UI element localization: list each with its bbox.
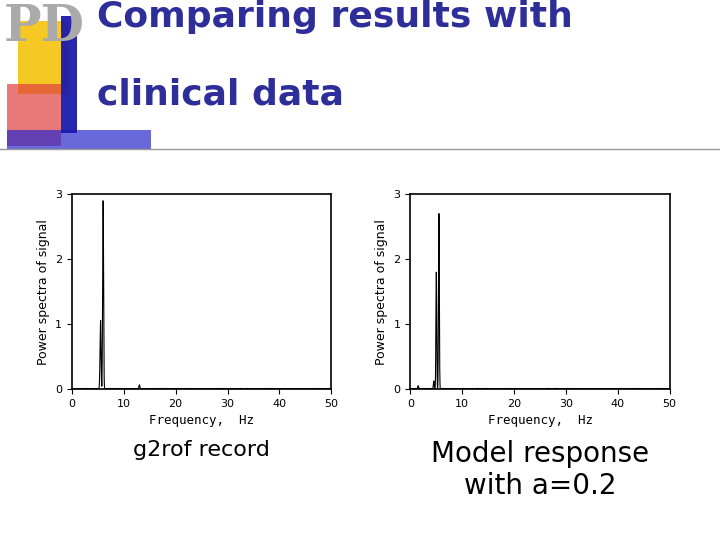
FancyBboxPatch shape: [7, 84, 61, 146]
Text: Comparing results with: Comparing results with: [97, 0, 573, 34]
Y-axis label: Power spectra of signal: Power spectra of signal: [375, 219, 388, 364]
Text: PD: PD: [4, 3, 85, 52]
X-axis label: Frequency,  Hz: Frequency, Hz: [149, 414, 254, 427]
FancyBboxPatch shape: [7, 130, 151, 149]
FancyBboxPatch shape: [18, 21, 68, 94]
Text: clinical data: clinical data: [97, 78, 344, 112]
X-axis label: Frequency,  Hz: Frequency, Hz: [487, 414, 593, 427]
Text: g2rof record: g2rof record: [133, 440, 270, 460]
Text: Model response
with a=0.2: Model response with a=0.2: [431, 440, 649, 501]
Y-axis label: Power spectra of signal: Power spectra of signal: [37, 219, 50, 364]
FancyBboxPatch shape: [61, 16, 77, 133]
